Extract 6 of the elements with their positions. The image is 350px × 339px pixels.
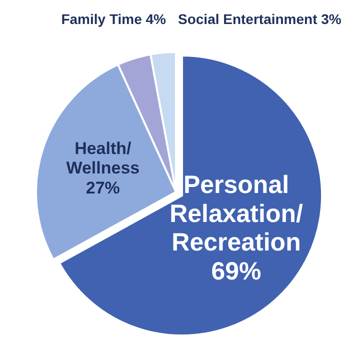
data-label: 69% [211, 257, 262, 286]
slice-label: Social Entertainment 3% [178, 11, 342, 27]
slice-label: Family Time 4% [61, 11, 167, 27]
slice-label: Health/ Wellness [66, 139, 140, 178]
data-label: 27% [86, 178, 120, 198]
slice-label: Personal Relaxation/ Recreation [170, 171, 304, 257]
